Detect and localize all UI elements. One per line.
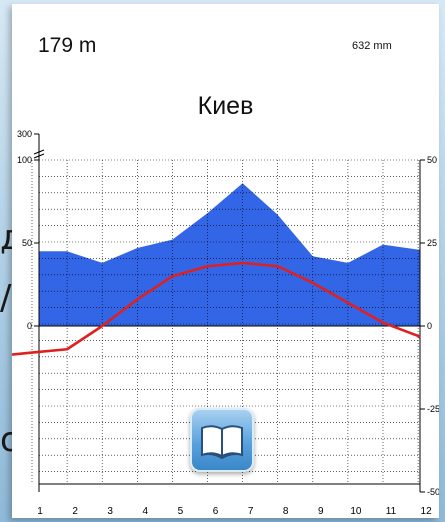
climate-diagram-panel: 179 m 632 mm Киев 300 100 50 0 50 25 0 -25 -50 1 2… [12,4,439,518]
temperature-line [12,261,421,356]
month-label: 8 [283,506,289,517]
annual-precipitation-label: 632 mm [352,40,392,52]
month-label: 11 [386,506,397,517]
axis-break-mark [33,149,45,155]
month-label: 4 [143,506,149,517]
chart-title: Киев [197,92,254,120]
axis-break-mark [33,153,45,159]
book-icon[interactable] [190,408,254,472]
background-text-fragment: / [0,278,12,318]
elevation-label: 179 m [38,34,97,57]
month-label: 12 [421,506,433,517]
right-tick-label: 25 [427,238,437,248]
month-label: 9 [318,506,324,517]
month-label: 3 [107,506,113,517]
right-tick-label: 50 [427,155,437,165]
left-tick-label: 0 [27,321,32,331]
precipitation-area [32,183,420,326]
right-tick-label: -25 [427,404,439,414]
book-icon-glyph [200,425,244,460]
month-label: 2 [72,506,78,517]
month-label: 6 [213,506,219,517]
month-label: 5 [178,506,184,517]
left-tick-label: 100 [17,155,32,165]
month-label: 10 [350,506,362,517]
month-label: 7 [248,506,254,517]
right-tick-label: -50 [427,487,439,497]
left-tick-label: 50 [22,238,32,248]
left-tick-label: 300 [17,129,32,139]
month-label: 1 [37,506,43,517]
right-tick-label: 0 [427,321,432,331]
